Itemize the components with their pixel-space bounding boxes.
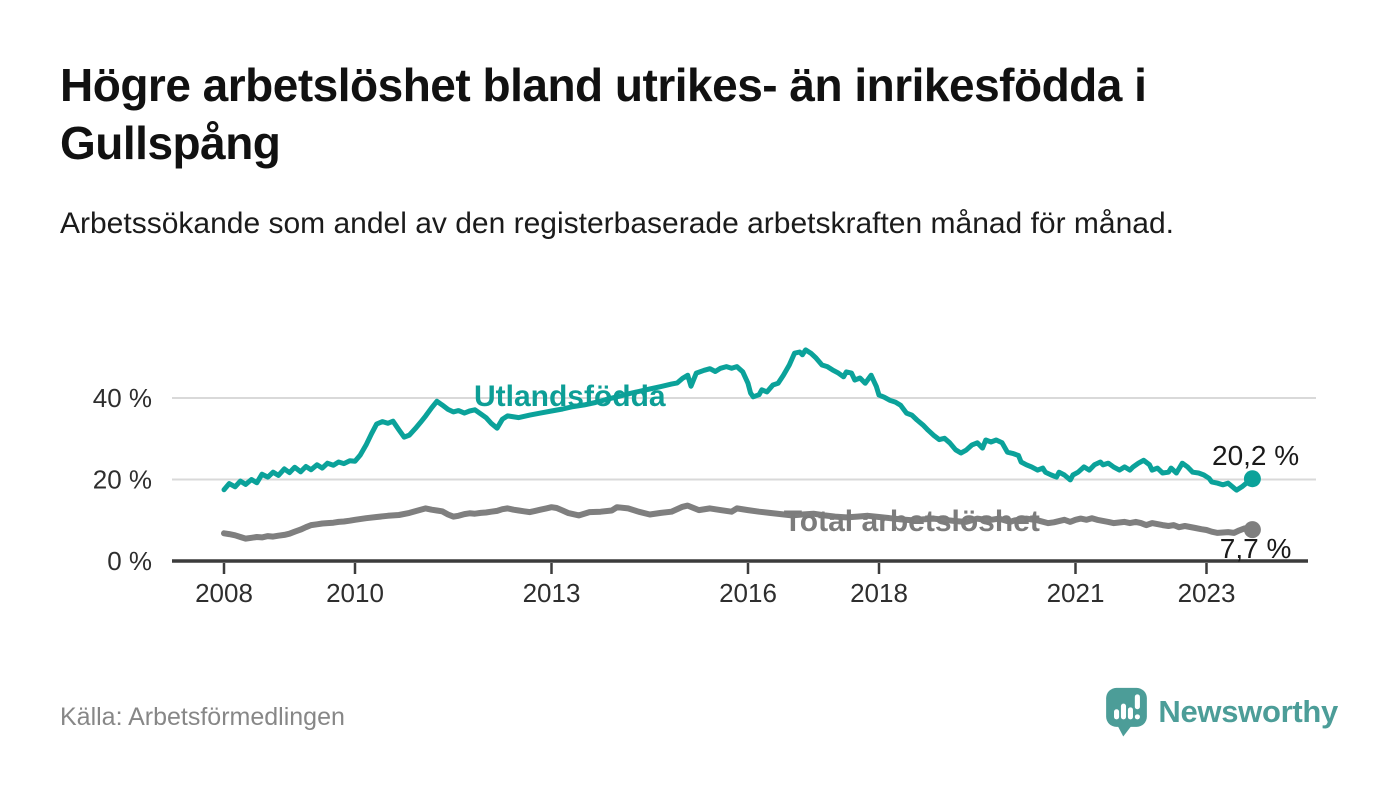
logo-bar-3	[1128, 707, 1134, 720]
y-tick-label: 0 %	[107, 546, 152, 576]
x-tick-label: 2010	[326, 578, 384, 608]
logo-bubble	[1106, 687, 1148, 727]
x-tick-label: 2008	[195, 578, 253, 608]
y-tick-label: 20 %	[93, 465, 152, 495]
series-end-dot-utlandsfodda	[1243, 470, 1261, 488]
page-title: Högre arbetslöshet bland utrikes- än inr…	[60, 59, 1147, 169]
series-label-total: Total arbetslöshet	[784, 505, 1040, 538]
x-tick-label: 2018	[850, 578, 908, 608]
newsworthy-wordmark: Newsworthy	[1158, 694, 1338, 729]
x-tick-label: 2021	[1047, 578, 1105, 608]
y-tick-label: 40 %	[93, 383, 152, 413]
chart-canvas: 0 % 20 % 40 % 2008 2010 2013 2016 2018 2021 2023 U…	[93, 347, 1316, 608]
newsworthy-logo: Newsworthy	[1104, 686, 1338, 738]
logo-bar-2	[1121, 703, 1127, 720]
chart-subtitle: Arbetssökande som andel av den registerb…	[60, 207, 1174, 240]
logo-exclamation-bar	[1135, 694, 1141, 710]
line-chart: 0 % 20 % 40 % 2008 2010 2013 2016 2018 2021 2023 U…	[0, 320, 1400, 652]
source-note: Källa: Arbetsförmedlingen	[60, 703, 345, 731]
series-line-total	[221, 502, 1256, 542]
end-value-label-utlandsfodda: 20,2 %	[1212, 440, 1299, 471]
x-tick-label: 2016	[719, 578, 777, 608]
x-tick-label: 2023	[1178, 578, 1236, 608]
newsworthy-logo-icon	[1106, 687, 1148, 737]
logo-exclamation-dot	[1135, 714, 1141, 720]
logo-bar-1	[1114, 709, 1120, 720]
series-label-utlandsfodda: Utlandsfödda	[474, 380, 666, 413]
series-end-dot-total	[1243, 521, 1261, 539]
end-value-label-total: 7,7 %	[1220, 533, 1292, 564]
x-tick-label: 2013	[523, 578, 581, 608]
series-line-utlandsfodda	[221, 347, 1255, 493]
logo-bubble-tail	[1117, 724, 1133, 737]
